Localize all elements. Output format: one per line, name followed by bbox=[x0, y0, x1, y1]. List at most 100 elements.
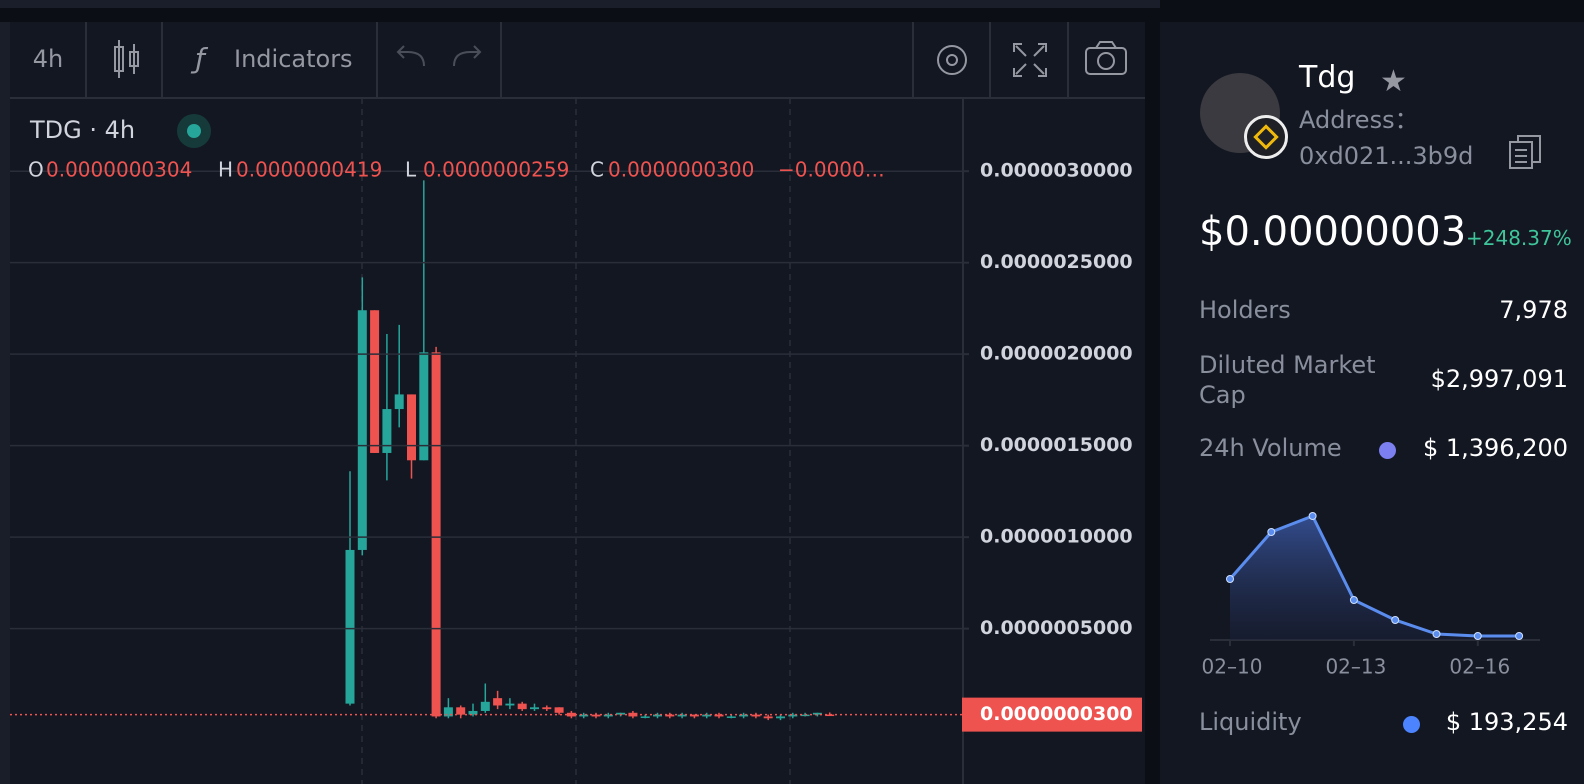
area-line bbox=[1228, 514, 1520, 638]
candles bbox=[345, 180, 835, 721]
candle-body bbox=[665, 714, 675, 717]
candle-icon[interactable] bbox=[114, 40, 139, 78]
point bbox=[1267, 528, 1276, 536]
ohlc-key: O bbox=[28, 158, 44, 182]
volume-dot bbox=[1379, 442, 1396, 459]
candle-body bbox=[468, 710, 478, 715]
toolbar-lines bbox=[10, 22, 1145, 99]
candle-body bbox=[431, 352, 441, 717]
candle-body bbox=[653, 714, 662, 717]
candle-body bbox=[382, 409, 392, 453]
candle-body bbox=[739, 714, 749, 717]
candle-body bbox=[751, 714, 761, 717]
settings-icon[interactable] bbox=[937, 45, 967, 75]
candle-body bbox=[456, 707, 466, 715]
ohlc-value: 0.0000000419 bbox=[236, 158, 382, 182]
candle-body bbox=[407, 394, 416, 461]
fx-icon[interactable]: ƒ bbox=[190, 42, 209, 75]
chart-bg bbox=[0, 22, 1145, 784]
copy-icon[interactable] bbox=[1506, 132, 1546, 172]
chain-badge bbox=[1244, 115, 1288, 159]
candle-body bbox=[517, 703, 527, 710]
candle-body bbox=[628, 712, 638, 717]
favorite-star[interactable]: ★ bbox=[1380, 64, 1407, 99]
liquidity-dot bbox=[1403, 716, 1420, 733]
point bbox=[1515, 632, 1524, 640]
candle-body bbox=[443, 707, 453, 717]
candle-body bbox=[689, 714, 699, 717]
point bbox=[1473, 632, 1482, 640]
candle-body bbox=[776, 716, 785, 719]
undo-redo[interactable] bbox=[396, 45, 482, 67]
candle-body bbox=[480, 701, 490, 711]
candle-body bbox=[603, 714, 613, 717]
top-bar bbox=[0, 0, 1160, 8]
address: 0xd021...3b9d bbox=[1299, 142, 1474, 170]
stat-label: Liquidity bbox=[1199, 708, 1302, 736]
chart-title: TDG · 4h bbox=[29, 116, 135, 144]
token-name: Tdg bbox=[1299, 60, 1356, 95]
point bbox=[1226, 575, 1234, 583]
stat-value: $ 1,396,200 bbox=[1422, 434, 1568, 462]
candle-body bbox=[530, 707, 539, 710]
stat-value: $2,997,091 bbox=[1430, 365, 1568, 393]
x-tick-label: 02–13 bbox=[1325, 655, 1386, 679]
y-tick-label: 0.0000010000 bbox=[980, 526, 1133, 548]
interval-button[interactable]: 4h bbox=[33, 45, 63, 73]
ohlc-key: C bbox=[590, 158, 604, 182]
ohlc-change: −0.0000… bbox=[778, 158, 885, 182]
candle-body bbox=[493, 698, 503, 706]
y-tick-label: 0.0000030000 bbox=[980, 160, 1133, 182]
token-panel: Tdg ★ Address： 0xd021...3b9d $0.00000003… bbox=[1160, 22, 1584, 784]
ohlc-value: 0.0000000300 bbox=[608, 158, 754, 182]
candle-body bbox=[763, 716, 773, 719]
stat-value: 7,978 bbox=[1499, 296, 1568, 324]
ohlc-key: L bbox=[405, 158, 417, 182]
candle-body bbox=[788, 714, 798, 717]
point bbox=[1349, 596, 1358, 604]
candle-body bbox=[394, 394, 404, 410]
stat-label: 24h Volume bbox=[1199, 434, 1342, 462]
indicators-button[interactable]: Indicators bbox=[234, 45, 353, 73]
y-tick-label: 0.0000020000 bbox=[980, 343, 1133, 365]
x-tick-label: 02–16 bbox=[1449, 655, 1510, 679]
candle-body bbox=[714, 714, 724, 717]
candle-body bbox=[616, 712, 626, 715]
candle-body bbox=[419, 352, 429, 461]
candle-body bbox=[579, 714, 589, 717]
candle-body bbox=[505, 703, 515, 706]
stat-label: Diluted Market Cap bbox=[1199, 351, 1376, 409]
candle-body bbox=[726, 716, 736, 718]
stat-value: $ 193,254 bbox=[1445, 708, 1568, 736]
y-tick-label: 0.0000025000 bbox=[980, 251, 1133, 273]
status-dot bbox=[187, 124, 201, 138]
fullscreen-icon[interactable] bbox=[1013, 43, 1047, 77]
candle-body bbox=[812, 712, 822, 715]
candle-body bbox=[357, 310, 367, 550]
ohlc-value: 0.0000000304 bbox=[46, 158, 192, 182]
point bbox=[1391, 616, 1400, 624]
stat-label: Holders bbox=[1199, 296, 1291, 324]
y-tick-label: 0.0000005000 bbox=[980, 617, 1133, 639]
y-tick-label: 0.0000015000 bbox=[980, 434, 1133, 456]
point bbox=[1432, 630, 1441, 638]
ohlc-key: H bbox=[218, 158, 233, 182]
candle-body bbox=[345, 549, 355, 704]
area-fill bbox=[1230, 516, 1520, 640]
volume-chart: 02–10 02–13 02–16 bbox=[1202, 512, 1540, 679]
candle-body bbox=[554, 707, 564, 713]
candle-body bbox=[370, 310, 380, 453]
point bbox=[1308, 512, 1317, 520]
candle-body bbox=[591, 714, 601, 717]
address-label: Address： bbox=[1299, 106, 1419, 134]
ohlc-value: 0.0000000259 bbox=[423, 158, 569, 182]
price: $0.00000003 bbox=[1199, 209, 1467, 255]
last-price-box bbox=[962, 697, 1142, 732]
left-strip bbox=[0, 22, 10, 784]
camera-icon[interactable] bbox=[1085, 41, 1127, 75]
candle-body bbox=[542, 707, 552, 710]
chart-panel: 4h ƒ Indicators TDG · 4h 0.0000005000 0.0… bbox=[0, 0, 1160, 784]
x-tick-label: 02–10 bbox=[1202, 655, 1263, 679]
candle-body bbox=[702, 714, 712, 717]
